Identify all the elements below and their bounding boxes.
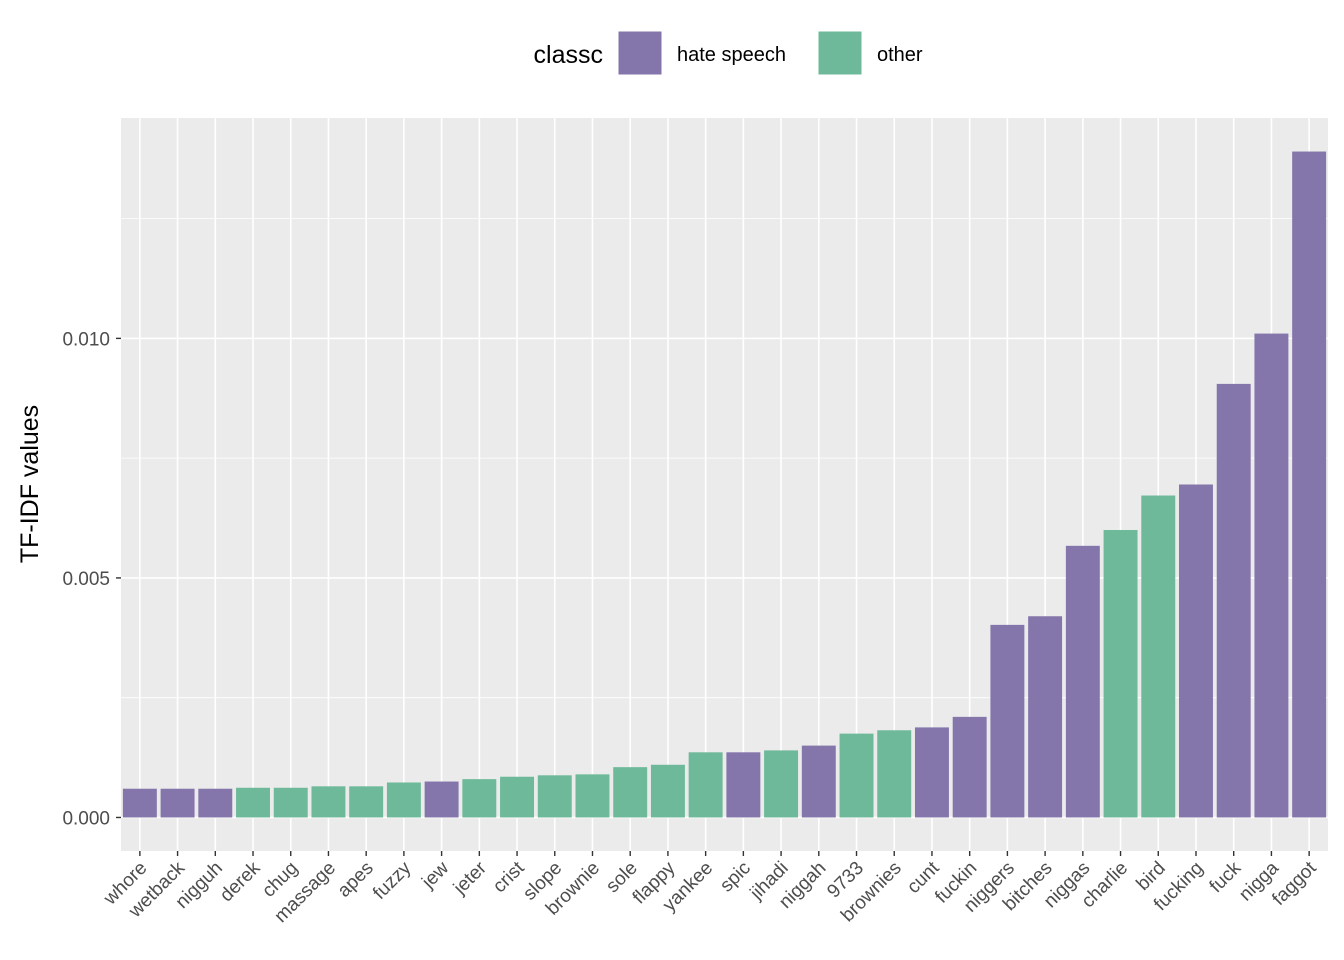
bar-bitches xyxy=(1028,616,1063,818)
bar-massage xyxy=(311,786,346,818)
x-tick-label: derek xyxy=(216,857,265,906)
bar-brownie xyxy=(575,774,610,818)
bar-brownies xyxy=(877,730,912,818)
x-tick-label: jeter xyxy=(449,857,491,899)
bar-niggah xyxy=(801,745,836,818)
bar-fucking xyxy=(1179,484,1213,818)
y-tick-label: 0.005 xyxy=(62,569,110,590)
bar-9733 xyxy=(839,733,874,818)
bar-faggot xyxy=(1292,151,1327,818)
bar-derek xyxy=(236,787,270,818)
legend-title: classc xyxy=(534,41,603,69)
bar-sole xyxy=(613,767,648,818)
bar-flappy xyxy=(650,764,685,818)
x-tick-label: faggot xyxy=(1268,857,1321,910)
bar-chug xyxy=(273,787,308,818)
legend-label-other: other xyxy=(877,44,923,66)
y-axis-title: TF-IDF values xyxy=(16,405,44,563)
bar-jeter xyxy=(462,779,497,818)
x-axis: whorewetbacknigguhderekchugmassageapesfu… xyxy=(99,851,1321,927)
bar-nigga xyxy=(1254,333,1289,818)
bar-wetback xyxy=(160,788,195,818)
y-tick-label: 0.000 xyxy=(62,808,110,829)
bar-charlie xyxy=(1103,530,1138,818)
bar-fuckin xyxy=(952,716,987,818)
x-tick-label: jew xyxy=(417,857,453,893)
x-tick-label: apes xyxy=(334,858,378,902)
bar-nigguh xyxy=(198,788,233,818)
legend-label-hate-speech: hate speech xyxy=(677,44,786,66)
bar-niggas xyxy=(1065,545,1100,818)
bar-niggers xyxy=(990,624,1025,818)
bar-fuzzy xyxy=(386,782,421,818)
bar-jew xyxy=(424,781,459,818)
bar-cunt xyxy=(914,727,949,818)
bars xyxy=(122,151,1327,818)
bar-yankee xyxy=(688,752,723,818)
legend-swatch-other xyxy=(817,30,863,76)
bar-apes xyxy=(349,786,384,818)
bar-jihadi xyxy=(764,750,799,818)
y-axis: 0.000 0.005 0.010 xyxy=(62,329,121,829)
legend-swatch-hate-speech xyxy=(617,30,663,76)
bar-whore xyxy=(122,788,157,818)
y-tick-label: 0.010 xyxy=(62,329,110,350)
legend: classc hate speech other xyxy=(534,30,923,76)
bar-bird xyxy=(1141,495,1176,818)
bar-spic xyxy=(726,752,761,818)
x-tick-label: fuzzy xyxy=(369,857,416,904)
bar-fuck xyxy=(1216,383,1251,818)
bar-slope xyxy=(537,775,572,818)
bar-crist xyxy=(500,776,535,818)
